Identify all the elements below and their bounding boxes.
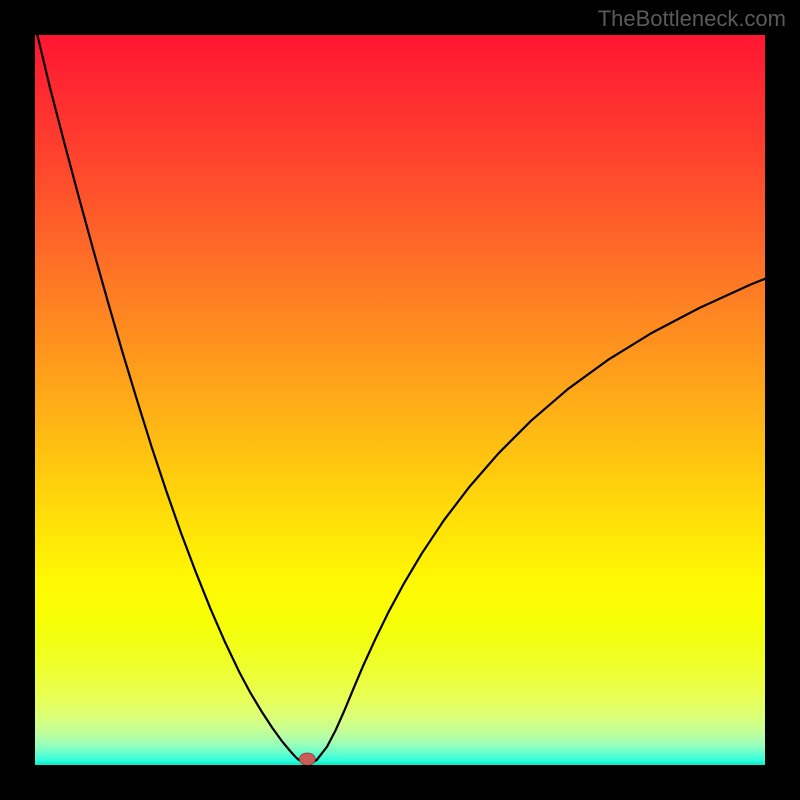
bottleneck-curve	[37, 35, 765, 763]
plot-area	[35, 35, 765, 765]
optimal-point-marker	[299, 753, 315, 765]
curve-layer	[35, 35, 765, 765]
watermark-text: TheBottleneck.com	[598, 6, 786, 32]
